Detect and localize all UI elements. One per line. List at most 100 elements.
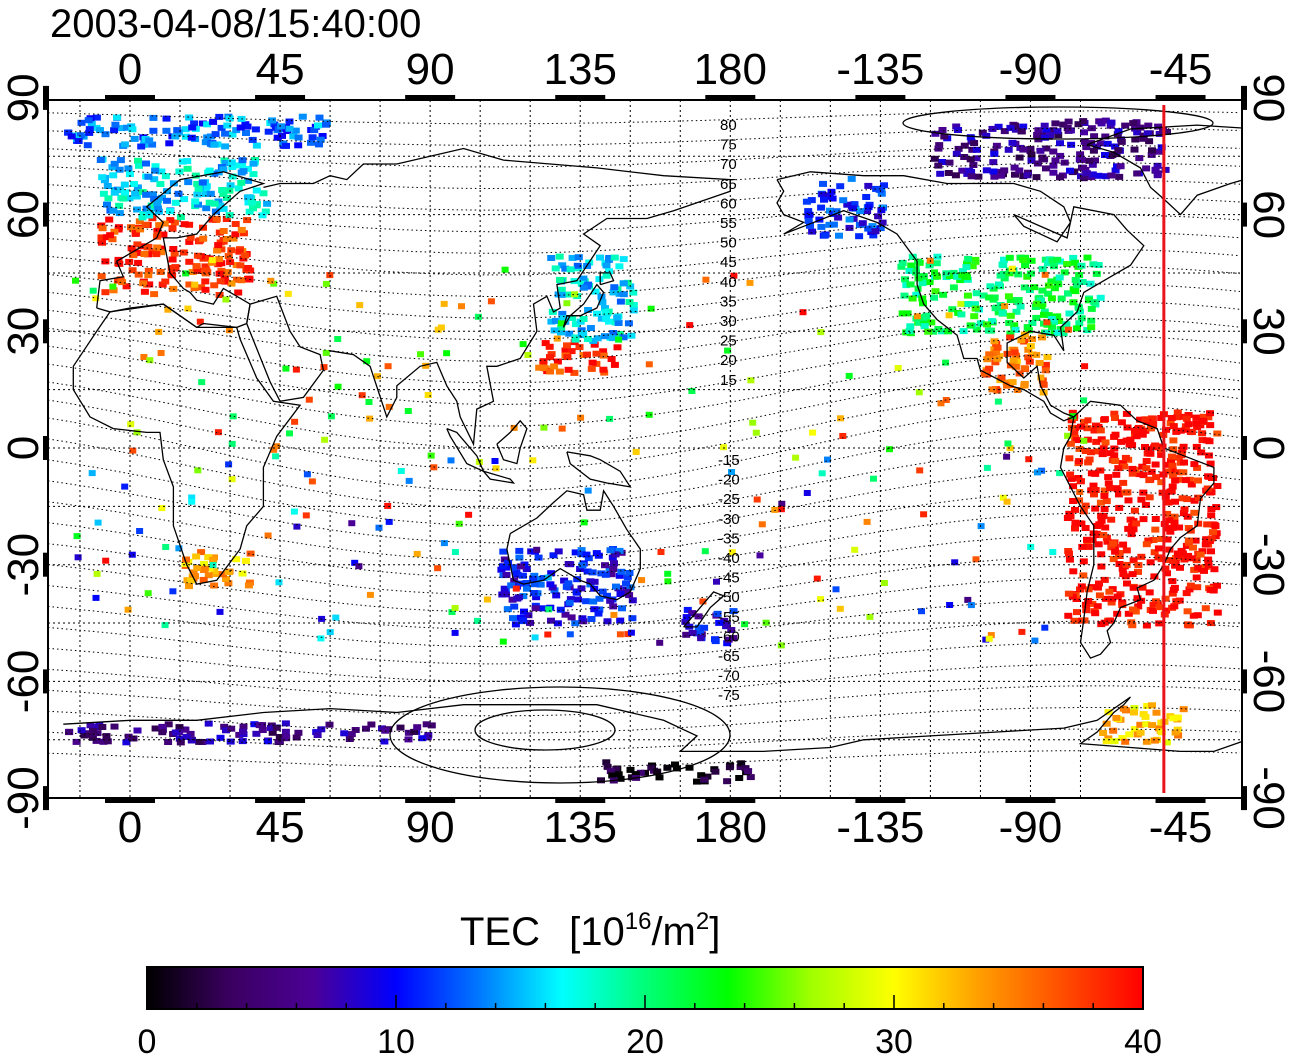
lon-tick — [705, 95, 756, 101]
tec-cell — [686, 322, 694, 329]
tec-cell — [1089, 147, 1098, 154]
tec-cell — [1163, 570, 1171, 577]
tec-cell — [988, 318, 997, 325]
tec-cell — [1047, 278, 1056, 285]
lat-tick — [43, 669, 49, 694]
tec-cell — [1080, 437, 1088, 444]
tec-cell — [597, 777, 605, 784]
tec-cell — [820, 196, 828, 203]
tec-cell — [530, 590, 539, 596]
tec-cell — [102, 557, 110, 564]
tec-cell — [246, 550, 255, 557]
tec-cell — [799, 309, 807, 316]
tec-cell — [427, 722, 436, 729]
tec-cell — [942, 359, 950, 366]
tec-cell — [1064, 432, 1072, 439]
tec-cell — [150, 291, 159, 298]
maglat-label: -25 — [718, 491, 740, 508]
maglat-label: 55 — [720, 215, 737, 232]
tec-cell — [1091, 610, 1100, 617]
tec-cell — [572, 589, 581, 596]
tec-cell — [616, 775, 625, 782]
tec-cell — [579, 275, 588, 282]
tec-cell — [590, 341, 599, 348]
tec-cell — [597, 570, 606, 577]
tec-cell — [318, 133, 327, 139]
tec-cell — [215, 256, 224, 263]
tec-cell — [1192, 443, 1201, 450]
lat-label-right: 90 — [1244, 73, 1292, 122]
tec-cell — [1211, 523, 1220, 530]
tec-cell — [322, 349, 330, 356]
coastline — [96, 171, 266, 329]
tec-cell — [1038, 265, 1047, 272]
tec-cell — [396, 724, 405, 731]
tec-cell — [166, 217, 175, 224]
tec-cell — [607, 571, 616, 578]
magnetic-latitude-contour — [48, 577, 1241, 630]
tec-cell — [188, 124, 197, 131]
magnetic-latitude-contour — [48, 728, 1241, 751]
magnetic-latitude-contour — [48, 404, 1241, 492]
tec-cell — [1065, 455, 1074, 462]
tec-cell — [573, 262, 582, 269]
tec-cell — [932, 260, 941, 267]
tec-cell — [1064, 118, 1073, 125]
tec-cell — [136, 528, 144, 534]
tec-cell — [918, 280, 927, 287]
tec-cell — [1050, 263, 1058, 270]
tec-cell — [948, 306, 957, 313]
tec-cell — [551, 265, 560, 272]
tec-cell — [245, 194, 254, 201]
tec-cell — [157, 249, 166, 256]
tec-cell — [623, 588, 632, 595]
tec-cell — [614, 771, 623, 778]
tec-cell — [152, 251, 161, 258]
tec-cell — [571, 620, 580, 627]
tec-cell — [1114, 465, 1123, 472]
tec-cell — [1065, 550, 1073, 557]
tec-cell — [221, 143, 230, 150]
tec-cell — [638, 577, 646, 584]
tec-cell — [1173, 714, 1182, 721]
bottom-longitude-labels: 0 45 90 135 180 -135 -90 -45 — [118, 803, 1213, 852]
tec-cell — [964, 255, 973, 262]
tec-cell — [1207, 512, 1216, 519]
tec-cell — [984, 327, 993, 334]
tec-cell — [185, 238, 194, 245]
tec-cell — [616, 298, 625, 305]
tec-cell — [913, 313, 921, 320]
tec-cell — [210, 568, 219, 575]
tec-cell — [1066, 440, 1075, 447]
tec-cell — [624, 631, 632, 638]
tec-cell — [1027, 151, 1036, 158]
tec-cell — [958, 167, 967, 174]
tec-cell — [204, 169, 213, 176]
tec-cell — [1141, 713, 1150, 720]
tec-cell — [164, 739, 173, 745]
tec-cell — [1008, 265, 1016, 272]
tec-cell — [566, 266, 575, 273]
tec-cell — [1206, 422, 1215, 429]
tec-cell — [589, 337, 598, 344]
tec-cell — [507, 582, 516, 589]
tec-cell — [990, 173, 999, 180]
tec-cell — [1189, 544, 1197, 551]
tec-cell — [96, 127, 104, 134]
tec-cell — [1117, 419, 1126, 426]
coastline — [683, 591, 725, 628]
tec-cell — [252, 730, 261, 737]
tec-cell — [358, 392, 366, 399]
tec-cell — [197, 549, 206, 556]
tec-cell — [156, 181, 165, 187]
tec-cell — [1139, 135, 1148, 142]
tec-cell — [647, 764, 656, 771]
tec-cell — [992, 349, 1001, 356]
tec-cell — [567, 614, 576, 621]
tec-cell — [305, 396, 313, 403]
tec-cell — [417, 351, 424, 358]
tec-cell — [557, 324, 566, 331]
tec-cell — [1049, 162, 1058, 169]
tec-cell — [1038, 467, 1046, 474]
tec-cell — [552, 592, 561, 599]
